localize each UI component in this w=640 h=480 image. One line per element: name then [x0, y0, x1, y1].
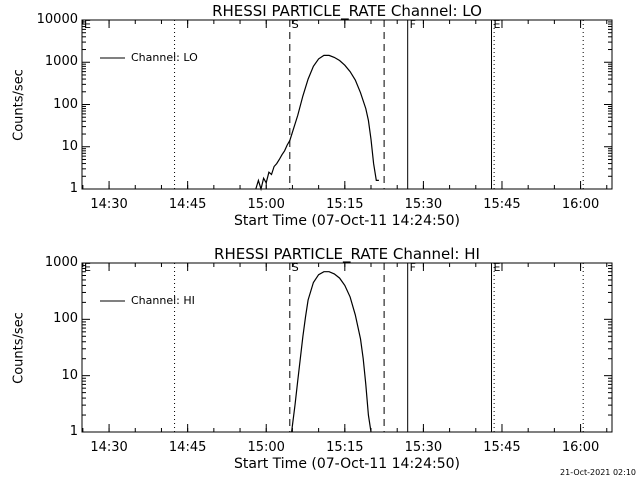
x-tick-label: 15:45	[483, 197, 521, 212]
plot-frame	[81, 262, 613, 433]
x-tick-label: 15:15	[326, 197, 364, 212]
x-tick-label: 16:00	[561, 197, 600, 212]
y-tick-label: 100	[53, 311, 78, 327]
data-series-line	[255, 54, 379, 192]
plot-frame	[81, 19, 613, 190]
y-tick-label: 100	[53, 96, 78, 112]
event-marker-label: F	[409, 261, 416, 274]
generated-timestamp: 21-Oct-2021 02:10	[560, 468, 636, 477]
data-series-line	[291, 271, 372, 433]
chart-title: RHESSI PARTICLE_RATE Channel: LO	[212, 2, 482, 20]
y-tick-label: 10	[61, 138, 78, 154]
event-marker-label: S	[291, 18, 299, 31]
chart-title: RHESSI PARTICLE_RATE Channel: HI	[214, 245, 480, 263]
event-marker-label: E	[84, 261, 91, 274]
y-tick-label: 1	[69, 181, 78, 196]
y-tick-label: 10	[61, 367, 78, 383]
x-tick-label: 14:30	[90, 197, 128, 212]
legend-entry-label: Channel: HI	[131, 294, 195, 307]
x-tick-label: 15:30	[404, 197, 443, 212]
y-tick-label: 1	[69, 424, 78, 439]
event-marker-label: F	[409, 18, 416, 31]
event-marker-label: E	[493, 18, 501, 31]
y-tick-label: 1000	[44, 54, 78, 70]
x-tick-label: 14:45	[168, 440, 207, 455]
x-tick-label: 15:45	[483, 440, 521, 455]
y-tick-label: 10000	[36, 12, 78, 27]
x-tick-label: 15:00	[247, 197, 285, 212]
x-tick-label: 15:00	[247, 440, 285, 455]
legend-entry-label: Channel: LO	[131, 51, 198, 64]
x-axis-label: Start Time (07-Oct-11 14:24:50)	[234, 213, 460, 229]
event-marker-label: E	[84, 18, 91, 31]
y-axis-label: Counts/sec	[11, 311, 27, 384]
x-tick-label: 16:00	[561, 440, 600, 455]
x-axis-label: Start Time (07-Oct-11 14:24:50)	[234, 456, 460, 472]
y-axis-label: Counts/sec	[11, 68, 27, 141]
y-tick-label: 1000	[44, 255, 78, 270]
event-marker-label: E	[493, 261, 501, 274]
event-marker-label: S	[291, 261, 299, 274]
x-tick-label: 15:30	[404, 440, 443, 455]
x-tick-label: 15:15	[326, 440, 364, 455]
x-tick-label: 14:45	[168, 197, 207, 212]
x-tick-label: 14:30	[90, 440, 128, 455]
